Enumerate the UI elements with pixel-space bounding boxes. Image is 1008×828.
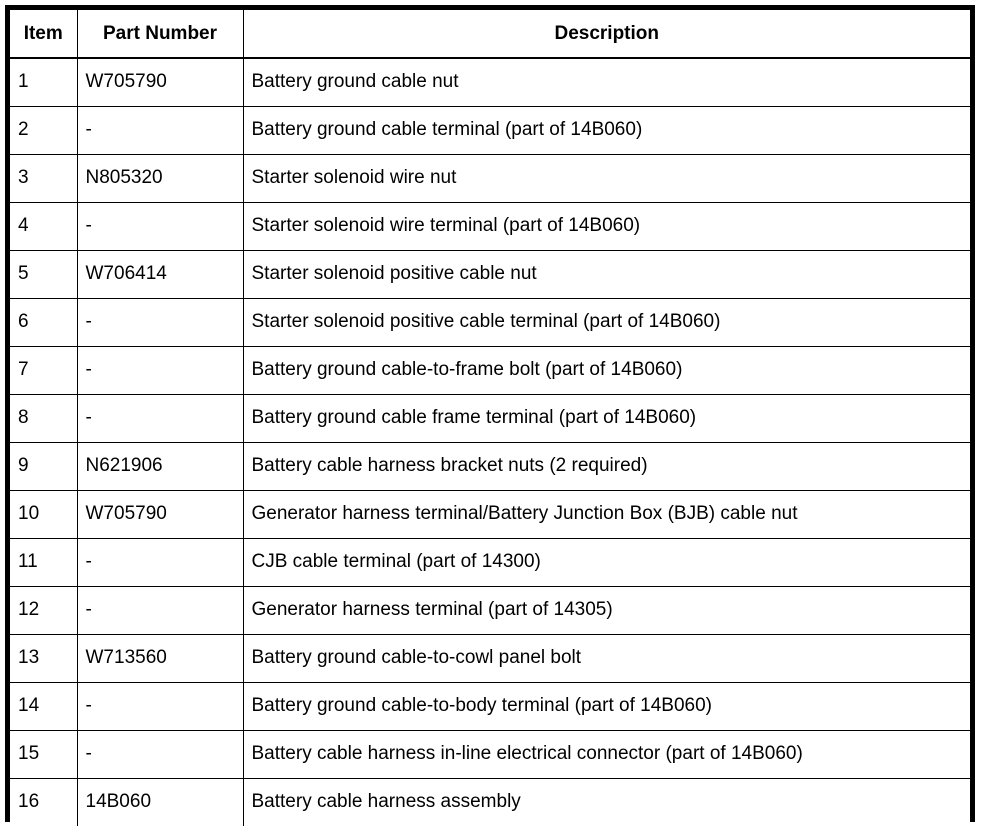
cell-part-number: W713560 bbox=[76, 633, 244, 683]
cell-part-number: - bbox=[76, 681, 244, 731]
column-header-description: Description bbox=[242, 10, 970, 59]
cell-description: Starter solenoid positive cable nut bbox=[242, 249, 970, 299]
cell-description: Battery ground cable terminal (part of 1… bbox=[242, 105, 970, 155]
cell-description: Starter solenoid positive cable terminal… bbox=[242, 297, 970, 347]
cell-item: 8 bbox=[10, 393, 78, 443]
cell-description: Battery ground cable-to-cowl panel bolt bbox=[242, 633, 970, 683]
cell-part-number: - bbox=[76, 729, 244, 779]
cell-item: 2 bbox=[10, 105, 78, 155]
table-row: 9 N621906 Battery cable harness bracket nu… bbox=[10, 441, 970, 491]
cell-description: Battery ground cable-to-body terminal (p… bbox=[242, 681, 970, 731]
table-row: 13 W713560 Battery ground cable-to-cowl pa… bbox=[10, 633, 970, 683]
cell-item: 14 bbox=[10, 681, 78, 731]
column-header-item: Item bbox=[10, 10, 78, 59]
cell-item: 11 bbox=[10, 537, 78, 587]
cell-description: Battery ground cable frame terminal (par… bbox=[242, 393, 970, 443]
cell-part-number: W705790 bbox=[76, 489, 244, 539]
table-row: 14- Battery ground cable-to-body terminal… bbox=[10, 681, 970, 731]
cell-item: 10 bbox=[10, 489, 78, 539]
cell-part-number: - bbox=[76, 393, 244, 443]
cell-description: CJB cable terminal (part of 14300) bbox=[242, 537, 970, 587]
cell-item: 15 bbox=[10, 729, 78, 779]
column-header-part-number: Part Number bbox=[76, 10, 244, 59]
cell-part-number: W706414 bbox=[76, 249, 244, 299]
cell-item: 5 bbox=[10, 249, 78, 299]
table-row: 15- Battery cable harness in-line electri… bbox=[10, 729, 970, 779]
cell-description: Starter solenoid wire terminal (part of … bbox=[242, 201, 970, 251]
cell-item: 9 bbox=[10, 441, 78, 491]
cell-item: 16 bbox=[10, 777, 78, 826]
table-row: 2- Battery ground cable terminal (part of… bbox=[10, 105, 970, 155]
table-row: 7- Battery ground cable-to-frame bolt (pa… bbox=[10, 345, 970, 395]
cell-part-number: N621906 bbox=[76, 441, 244, 491]
parts-table: Item Part Number Description 1 W705790 Bat… bbox=[10, 10, 970, 826]
cell-item: 7 bbox=[10, 345, 78, 395]
cell-item: 1 bbox=[10, 57, 78, 107]
cell-description: Generator harness terminal (part of 1430… bbox=[242, 585, 970, 635]
table-row: 1 W705790 Battery ground cable nut bbox=[10, 57, 970, 107]
cell-part-number: - bbox=[76, 105, 244, 155]
cell-part-number: - bbox=[76, 585, 244, 635]
cell-item: 4 bbox=[10, 201, 78, 251]
table-row: 6- Starter solenoid positive cable termin… bbox=[10, 297, 970, 347]
cell-item: 3 bbox=[10, 153, 78, 203]
cell-part-number: - bbox=[76, 537, 244, 587]
cell-part-number: - bbox=[76, 297, 244, 347]
table-header-row: Item Part Number Description bbox=[10, 10, 970, 59]
cell-description: Starter solenoid wire nut bbox=[242, 153, 970, 203]
cell-part-number: 14B060 bbox=[76, 777, 244, 826]
table-body: 1 W705790 Battery ground cable nut 2- Batter… bbox=[10, 57, 970, 826]
cell-item: 13 bbox=[10, 633, 78, 683]
table-row: 8- Battery ground cable frame terminal (p… bbox=[10, 393, 970, 443]
cell-part-number: N805320 bbox=[76, 153, 244, 203]
cell-description: Battery cable harness assembly bbox=[242, 777, 970, 826]
cell-description: Generator harness terminal/Battery Junct… bbox=[242, 489, 970, 539]
table-row: 3 N805320 Starter solenoid wire nut bbox=[10, 153, 970, 203]
table-row: 16 14B060 Battery cable harness assembly bbox=[10, 777, 970, 826]
table-header: Item Part Number Description bbox=[10, 10, 970, 59]
cell-description: Battery ground cable-to-frame bolt (part… bbox=[242, 345, 970, 395]
parts-table-container: Item Part Number Description 1 W705790 Bat… bbox=[5, 5, 975, 826]
cell-part-number: W705790 bbox=[76, 57, 244, 107]
table-row: 11- CJB cable terminal (part of 14300) bbox=[10, 537, 970, 587]
cell-part-number: - bbox=[76, 201, 244, 251]
cell-item: 6 bbox=[10, 297, 78, 347]
cell-part-number: - bbox=[76, 345, 244, 395]
cell-item: 12 bbox=[10, 585, 78, 635]
table-row: 5 W706414 Starter solenoid positive cable … bbox=[10, 249, 970, 299]
table-row: 4- Starter solenoid wire terminal (part o… bbox=[10, 201, 970, 251]
table-row: 10 W705790 Generator harness terminal/Batt… bbox=[10, 489, 970, 539]
cell-description: Battery cable harness in-line electrical… bbox=[242, 729, 970, 779]
cell-description: Battery ground cable nut bbox=[242, 57, 970, 107]
cell-description: Battery cable harness bracket nuts (2 re… bbox=[242, 441, 970, 491]
table-row: 12- Generator harness terminal (part of 1… bbox=[10, 585, 970, 635]
